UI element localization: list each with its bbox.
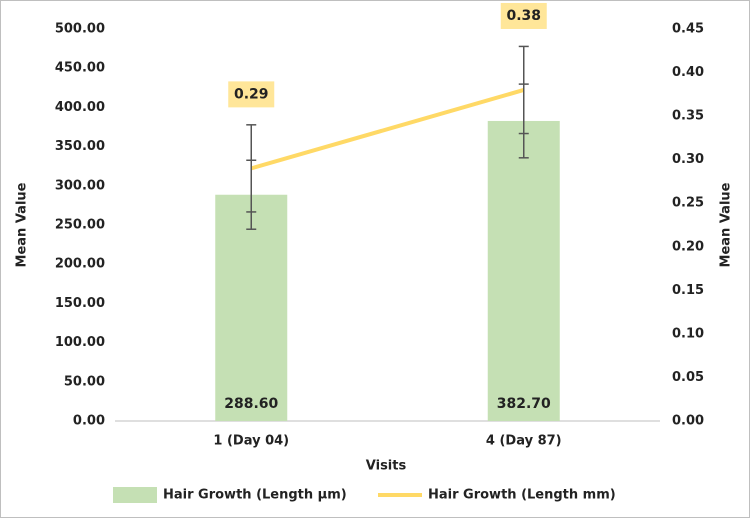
line <box>250 88 525 171</box>
y-tick-label: 400.00 <box>55 100 105 115</box>
y2-tick-label: 0.05 <box>672 370 704 385</box>
x-tick-label: 4 (Day 87) <box>486 434 562 449</box>
y-tick-label: 0.00 <box>73 414 105 429</box>
y-tick-label: 200.00 <box>55 257 105 272</box>
bar-value-label: 382.70 <box>497 396 551 412</box>
legend-swatch <box>113 487 157 503</box>
y-tick-label: 350.00 <box>55 139 105 154</box>
y2-tick-label: 0.15 <box>672 283 704 298</box>
y2-tick-label: 0.45 <box>672 22 704 37</box>
bar <box>487 120 560 422</box>
y-tick-label: 300.00 <box>55 178 105 193</box>
bar <box>215 194 288 421</box>
y2-tick-label: 0.00 <box>672 414 704 429</box>
y2-tick-label: 0.30 <box>672 152 704 167</box>
error-bar <box>246 124 257 213</box>
x-axis-title: Visits <box>366 459 407 474</box>
y-tick-label: 100.00 <box>55 335 105 350</box>
y-tick-label: 150.00 <box>55 296 105 311</box>
line-value-label: 0.38 <box>506 8 541 24</box>
line-value-label-box <box>228 81 275 108</box>
bar-value-label: 288.60 <box>224 396 278 412</box>
line-value-label: 0.29 <box>234 86 269 102</box>
legend-label: Hair Growth (Length mm) <box>428 488 616 503</box>
y-axis-title: Mean Value <box>15 182 30 267</box>
y2-tick-label: 0.40 <box>672 65 704 80</box>
legend-label: Hair Growth (Length µm) <box>163 488 347 503</box>
y2-tick-label: 0.10 <box>672 326 704 341</box>
y2-tick-label: 0.25 <box>672 196 704 211</box>
y2-tick-label: 0.20 <box>672 239 704 254</box>
y2-tick-label: 0.35 <box>672 109 704 124</box>
y-tick-label: 450.00 <box>55 61 105 76</box>
y-tick-label: 250.00 <box>55 218 105 233</box>
legend: Hair Growth (Length µm) Hair Growth (Leng… <box>113 487 616 503</box>
y-tick-label: 50.00 <box>64 374 105 389</box>
error-bar <box>518 45 529 135</box>
x-tick-label: 1 (Day 04) <box>213 434 289 449</box>
line-value-label-box <box>500 2 547 29</box>
y2-axis-title: Mean Value <box>719 182 734 267</box>
y-tick-label: 500.00 <box>55 22 105 37</box>
